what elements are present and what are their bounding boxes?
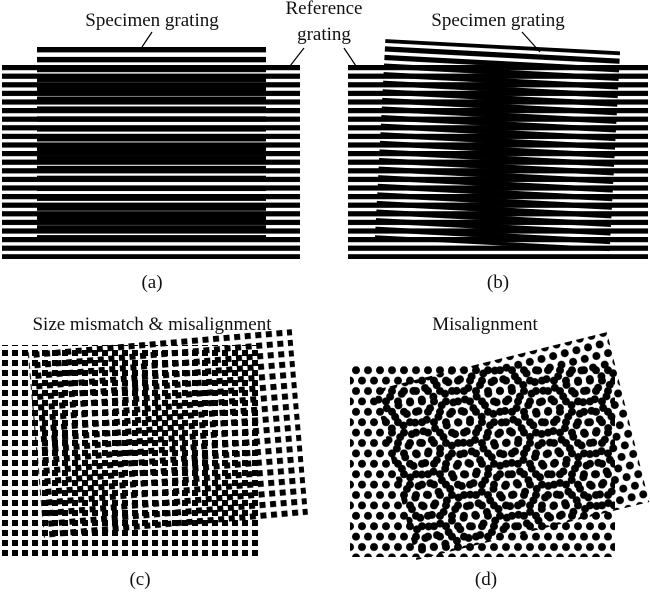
panel-a: Specimen grating (a) bbox=[2, 10, 300, 293]
specimen-grating bbox=[37, 47, 266, 241]
leader-line bbox=[521, 31, 541, 53]
annotation: Reference bbox=[286, 0, 363, 19]
panel-c: Size mismatch & misalignment (c) bbox=[2, 314, 309, 590]
panel-d: Misalignment (d) bbox=[350, 314, 650, 590]
specimen-grating bbox=[374, 39, 621, 252]
leader-line bbox=[289, 47, 305, 67]
specimen-grid bbox=[27, 328, 309, 541]
panel-label: (a) bbox=[141, 272, 162, 293]
annotation: grating bbox=[297, 24, 351, 45]
leader-line bbox=[343, 47, 357, 67]
panel-label: (c) bbox=[129, 569, 150, 590]
annotation: Specimen grating bbox=[85, 10, 219, 31]
leader-line bbox=[141, 31, 153, 48]
annotation: Specimen grating bbox=[431, 10, 565, 31]
panel-label: (d) bbox=[475, 569, 497, 590]
reference-annotation: Reference grating bbox=[286, 0, 363, 67]
panel-title: Size mismatch & misalignment bbox=[32, 314, 272, 335]
panel-label: (b) bbox=[487, 272, 509, 293]
panel-title: Misalignment bbox=[432, 314, 538, 335]
specimen-dots bbox=[374, 332, 650, 560]
panel-b: Specimen grating (b) bbox=[348, 10, 648, 293]
